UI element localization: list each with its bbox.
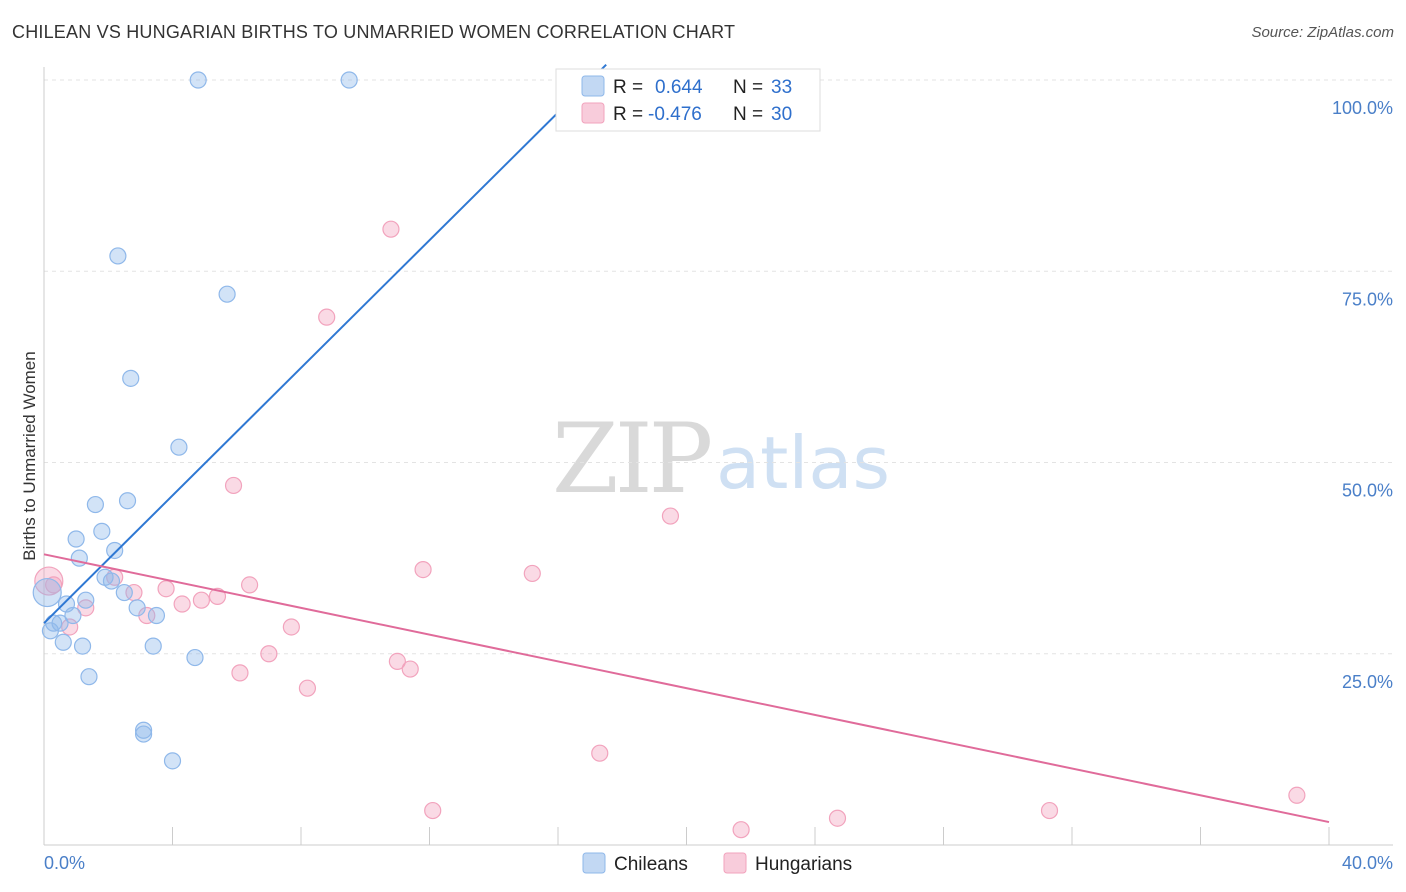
legend-r-value-chileans: 0.644 (655, 77, 703, 98)
chileans-point-13 (93, 522, 111, 540)
chileans-point-4 (54, 633, 72, 651)
hungarians-point-15 (298, 679, 317, 697)
hungarians-point-29 (34, 566, 64, 596)
chileans-point-12 (86, 495, 105, 514)
hungarians-point-8 (192, 591, 211, 609)
chileans-point-21 (134, 721, 153, 739)
chart-title: CHILEAN VS HUNGARIAN BIRTHS TO UNMARRIED… (12, 22, 736, 42)
chileans-points (32, 71, 596, 770)
hungarians-point-9 (208, 587, 227, 605)
chileans-point-6 (64, 606, 82, 625)
chileans-point-27 (186, 648, 204, 667)
chileans-point-0 (32, 577, 62, 608)
series-legend: Chileans Hungarians (582, 852, 852, 875)
chileans-point-3 (51, 614, 69, 632)
chileans-point-7 (67, 530, 85, 548)
chileans-point-10 (77, 591, 95, 609)
chileans-point-22 (134, 725, 153, 743)
chileans-point-9 (73, 637, 92, 655)
chileans-point-29 (218, 285, 236, 303)
axes (43, 67, 1393, 846)
hungarians-point-7 (173, 595, 191, 613)
legend-r-label-chileans: R = (613, 77, 643, 98)
hungarians-trend-line (43, 553, 1330, 824)
correlation-legend: R = 0.644 N = 33 R = -0.476 N = 30 (555, 68, 821, 132)
legend-r-label-hungarians: R = (613, 104, 643, 125)
hungarians-points (34, 220, 1306, 839)
hungarians-point-11 (231, 664, 249, 682)
chileans-point-32 (102, 572, 121, 590)
chileans-point-20 (128, 599, 146, 617)
hungarians-point-17 (382, 220, 400, 238)
series-legend-swatch-chileans (582, 852, 606, 874)
chileans-point-30 (340, 71, 358, 89)
hungarians-point-27 (1040, 801, 1059, 820)
chileans-point-28 (189, 71, 207, 89)
hungarians-point-25 (732, 821, 750, 839)
chileans-point-17 (115, 583, 133, 602)
chileans-point-11 (80, 668, 98, 686)
legend-n-label-hungarians: N = (733, 104, 763, 125)
watermark: ZIP atlas (552, 403, 890, 515)
hungarians-point-16 (318, 308, 336, 326)
legend-swatch-hungarians (581, 102, 605, 124)
y-axis-label: Births to Unmarried Women (20, 351, 39, 560)
y-tick-label-75: 75.0% (1342, 289, 1393, 309)
hungarians-point-19 (401, 660, 419, 678)
chileans-point-15 (106, 541, 124, 560)
chileans-point-25 (163, 752, 182, 770)
legend-n-value-chileans: 33 (771, 77, 792, 98)
hungarians-point-24 (661, 507, 680, 525)
x-tick-min: 0.0% (44, 853, 85, 873)
series-legend-label-chileans: Chileans (614, 854, 688, 875)
legend-swatch-chileans (581, 75, 605, 97)
series-legend-label-hungarians: Hungarians (755, 854, 852, 875)
hungarians-point-0 (45, 576, 63, 594)
hungarians-point-18 (388, 652, 406, 671)
hungarians-point-20 (414, 560, 432, 579)
legend-r-value-hungarians: -0.476 (648, 104, 702, 125)
trend-lines (43, 63, 1330, 824)
legend-n-value-hungarians: 30 (771, 104, 792, 125)
y-tick-labels: 25.0% 50.0% 75.0% 100.0% (1332, 98, 1393, 692)
chileans-point-18 (118, 492, 137, 510)
chileans-point-26 (170, 438, 188, 456)
watermark-zip: ZIP (552, 403, 711, 515)
hungarians-point-14 (282, 618, 300, 636)
hungarians-point-28 (1288, 786, 1306, 804)
chileans-point-16 (109, 247, 127, 265)
hungarians-point-21 (424, 801, 442, 820)
hungarians-point-10 (224, 476, 243, 495)
y-tick-label-50: 50.0% (1342, 481, 1393, 501)
source-label: Source: ZipAtlas.com (1251, 24, 1394, 41)
chileans-trend-line (43, 63, 607, 624)
series-legend-swatch-hungarians (723, 852, 747, 874)
chileans-point-23 (144, 637, 162, 655)
hungarians-point-23 (591, 744, 609, 762)
hungarians-point-13 (260, 645, 278, 663)
chileans-point-19 (122, 369, 140, 387)
hungarians-point-12 (241, 576, 259, 594)
hungarians-point-22 (523, 564, 541, 583)
chileans-point-2 (45, 614, 63, 632)
chileans-point-24 (147, 606, 166, 625)
x-tick-max: 40.0% (1342, 853, 1393, 873)
hungarians-point-26 (828, 809, 847, 827)
y-tick-label-25: 25.0% (1342, 672, 1393, 692)
legend-n-label-chileans: N = (733, 77, 763, 98)
grid-lines (44, 79, 1393, 655)
y-tick-label-100: 100.0% (1332, 98, 1393, 118)
hungarians-point-6 (157, 580, 175, 598)
